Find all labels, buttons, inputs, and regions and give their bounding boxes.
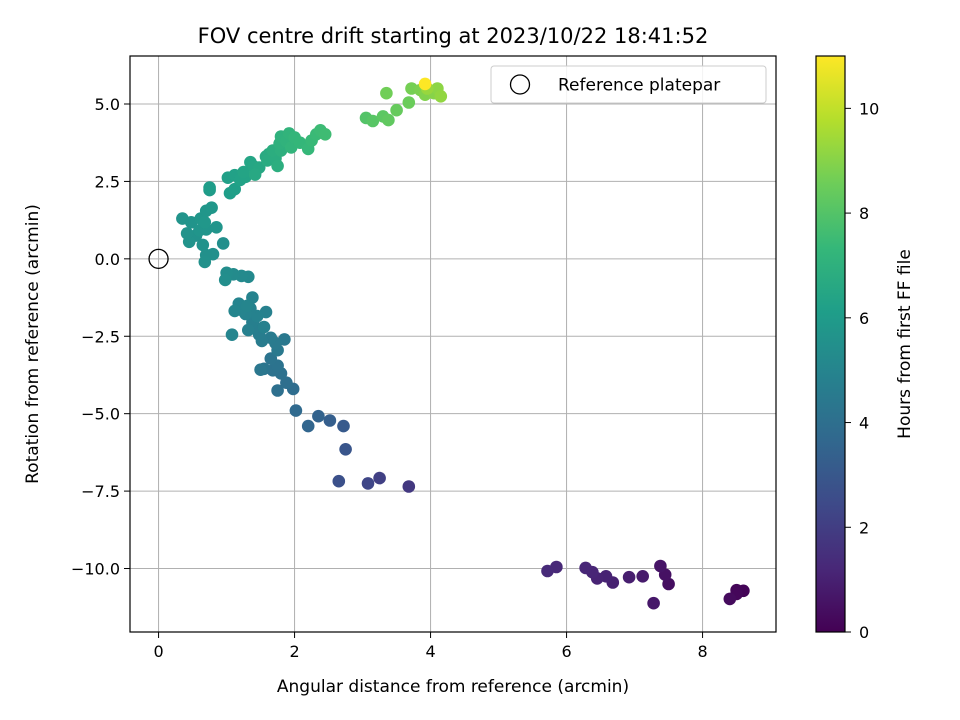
data-point [390,103,403,117]
data-point [198,255,212,269]
data-point [289,404,303,417]
legend-box [490,65,767,104]
data-point [332,474,346,488]
colorbar: 0 2 4 6 8 10 Hours from first FF file [815,55,915,642]
data-point [647,596,660,610]
data-point [257,320,271,334]
colorbar-tick-label: 0 [859,623,869,642]
data-point [337,419,350,433]
data-point [312,409,325,423]
data-point [218,273,232,287]
data-point [323,414,337,427]
reference-marker-layer [148,248,169,269]
colorbar-tick-label: 6 [859,309,869,328]
legend-marker-reference [509,74,531,95]
y-axis-label: Rotation from reference (arcmin) [23,204,43,484]
data-point [205,201,218,214]
grid-lines [130,56,776,632]
colorbar-tick-label: 2 [859,518,869,537]
y-tick-label: 2.5 [95,172,120,191]
data-point [723,592,737,606]
colorbar-gradient [816,56,845,632]
x-axis-label: Angular distance from reference (arcmin) [277,677,629,697]
data-point [373,471,386,485]
data-point [196,238,210,252]
data-point [418,77,432,91]
data-point [380,86,393,100]
y-tick-label: −10.0 [71,560,120,579]
data-point [180,227,194,240]
data-point [280,376,293,390]
data-point [402,480,416,493]
x-tick-label: 8 [697,642,707,661]
data-point [654,559,667,573]
data-point [402,96,416,109]
y-tick-label: −2.5 [81,327,120,346]
data-point [318,128,332,141]
data-point [382,113,395,127]
colorbar-tick-label: 8 [859,204,869,223]
colorbar-tick-label: 10 [859,99,879,118]
data-point [579,561,592,575]
data-point [248,168,262,181]
data-point [254,363,267,377]
data-point [301,419,315,433]
colorbar-ticks: 0 2 4 6 8 10 [845,99,879,642]
colorbar-label: Hours from first FF file [895,249,915,439]
plot-area-frame [129,55,777,633]
data-point [541,564,554,578]
y-axis-ticks: 5.0 2.5 0.0 −2.5 −5.0 −7.5 −10.0 [71,95,130,579]
reference-platepar-marker [148,248,169,269]
x-tick-label: 2 [289,642,299,661]
data-point [240,299,254,313]
legend: Reference platepar [490,65,767,104]
data-point [366,114,380,128]
y-tick-label: 0.0 [95,250,120,269]
legend-entry-reference-platepar: Reference platepar [558,76,720,96]
data-point [361,477,375,490]
x-tick-label: 0 [153,642,163,661]
data-point [237,165,250,179]
data-point [434,90,448,103]
colorbar-tick-label: 4 [859,414,869,433]
data-point [271,384,284,397]
data-point [228,304,241,318]
y-tick-label: −7.5 [81,482,120,501]
chart-title: FOV centre drift starting at 2023/10/22 … [198,24,709,48]
data-point [184,216,198,229]
data-point [225,328,239,342]
x-axis-ticks: 0 2 4 6 8 [153,632,708,661]
data-point [339,443,352,456]
data-point [228,182,241,196]
data-point [636,570,649,583]
data-point [271,159,284,173]
data-point [203,181,216,194]
data-points [176,77,750,610]
data-point [198,216,212,229]
data-point [242,323,255,337]
data-point [264,352,278,365]
x-tick-label: 4 [425,642,435,661]
data-point [210,221,223,234]
y-tick-label: −5.0 [81,405,120,424]
y-tick-label: 5.0 [95,95,120,114]
colorbar-frame [815,55,846,633]
data-point [622,570,636,584]
x-tick-label: 6 [561,642,571,661]
data-point [216,237,230,250]
